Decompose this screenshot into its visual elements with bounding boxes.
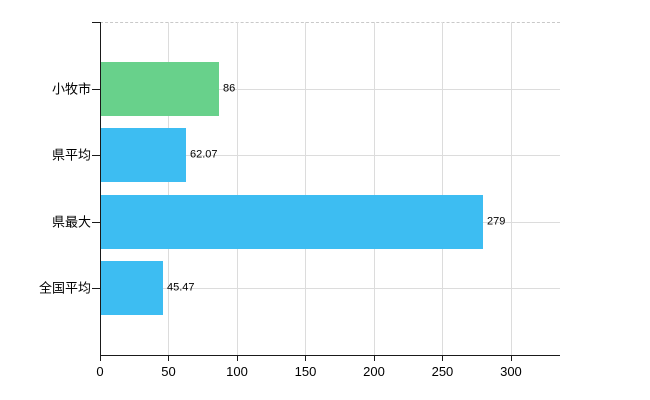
x-tick-label: 250 (431, 364, 454, 379)
x-axis-tick (510, 355, 512, 361)
vertical-gridline (305, 22, 307, 355)
vertical-gridline (373, 22, 375, 355)
bar-value-label: 45.47 (167, 281, 195, 294)
bar-value-label: 86 (223, 82, 236, 95)
x-axis-tick (100, 355, 101, 361)
bar (101, 62, 219, 116)
category-gridline (100, 89, 560, 90)
x-axis-tick (442, 355, 444, 361)
x-tick-label: 50 (161, 364, 176, 379)
x-axis-line (100, 355, 560, 356)
vertical-gridline (510, 22, 512, 355)
x-tick-label: 150 (294, 364, 317, 379)
x-axis-tick (305, 355, 307, 361)
plot-top-boundary-line (100, 22, 560, 23)
vertical-gridline (236, 22, 238, 355)
category-label: 小牧市 (51, 81, 91, 97)
x-tick-label: 0 (96, 364, 104, 379)
vertical-gridline (168, 22, 170, 355)
vertical-gridline (442, 22, 444, 355)
bar (101, 195, 483, 249)
category-gridline (100, 288, 560, 289)
bar-value-label: 62.07 (190, 148, 218, 161)
category-label: 県最大 (51, 214, 91, 230)
y-axis-tick (92, 288, 100, 289)
bar-value-label: 279 (487, 215, 506, 228)
x-axis-tick (168, 355, 170, 361)
category-label: 全国平均 (38, 280, 91, 296)
y-axis-line (100, 22, 101, 356)
y-axis-tick (92, 222, 100, 223)
x-tick-label: 100 (226, 364, 248, 379)
x-tick-label: 200 (363, 364, 385, 379)
x-tick-label: 300 (500, 364, 522, 379)
bar (101, 128, 186, 182)
y-axis-tick (92, 89, 100, 90)
bar (101, 261, 163, 315)
category-gridline (100, 155, 560, 156)
x-axis-tick (236, 355, 238, 361)
category-label: 県平均 (51, 147, 91, 163)
y-axis-top-tick (92, 22, 100, 23)
x-axis-tick (373, 355, 375, 361)
y-axis-tick (92, 155, 100, 156)
